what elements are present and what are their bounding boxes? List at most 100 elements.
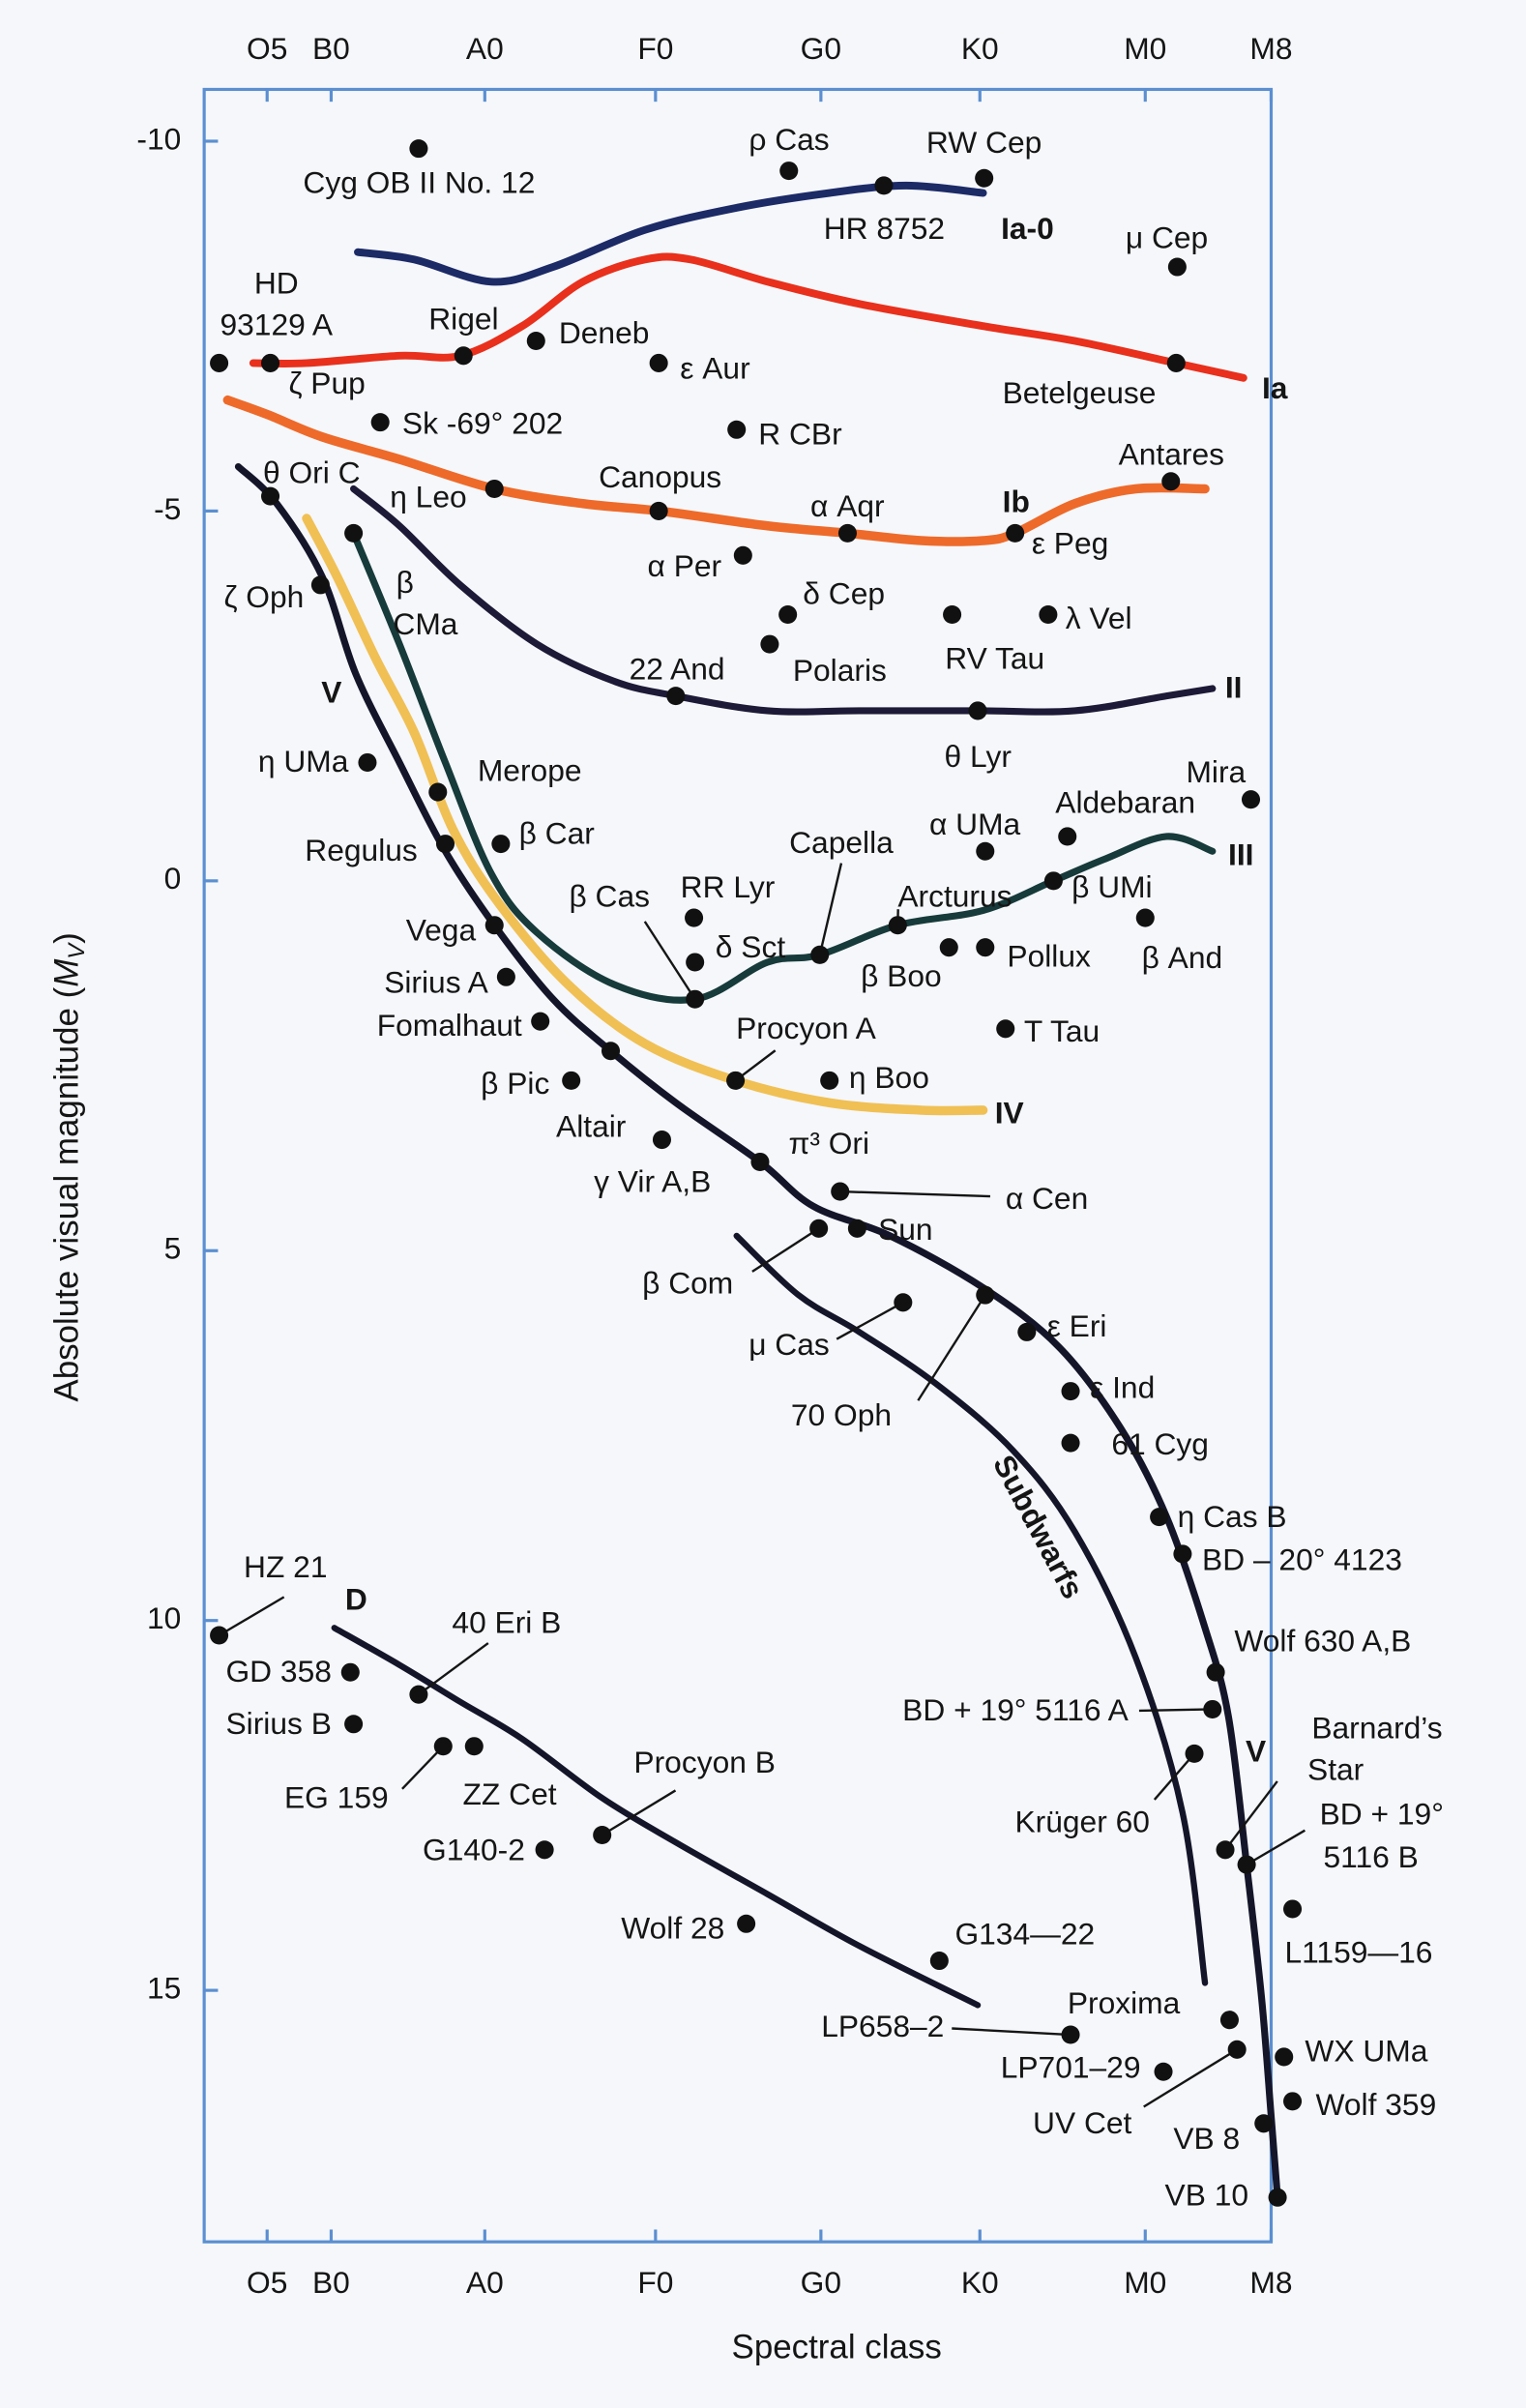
star: [976, 841, 995, 861]
curve-label: III: [1228, 837, 1253, 872]
leader-line: [836, 1301, 904, 1340]
star-label: Rigel: [428, 302, 498, 337]
star: [1254, 2114, 1274, 2133]
x-tick-label: G0: [801, 31, 841, 66]
star-label: α UMa: [929, 807, 1021, 841]
star-label: η Leo: [390, 480, 466, 514]
star: [652, 1131, 671, 1150]
star-label: π³ Ori: [788, 1126, 869, 1160]
star-label-line: HD: [254, 266, 299, 301]
star-label: ζ Pup: [288, 366, 365, 400]
leader-line: [643, 921, 696, 1000]
star-label: Wolf 630 A,B: [1234, 1623, 1411, 1658]
y-axis-label-text: Absolute visual magnitude (: [48, 986, 86, 1401]
star: [484, 916, 504, 935]
star-label: δ Cep: [803, 576, 885, 611]
star-label: Canopus: [599, 459, 721, 494]
star: [686, 953, 705, 972]
star-label: BD – 20° 4123: [1202, 1542, 1402, 1576]
star: [1161, 472, 1181, 491]
star: [968, 701, 987, 720]
star-label: RR Lyr: [681, 869, 776, 904]
star: [810, 945, 830, 964]
star: [409, 1685, 428, 1704]
leader-line: [839, 1189, 990, 1198]
x-tick-label: A0: [466, 31, 504, 66]
star: [649, 501, 668, 520]
leader-line: [1246, 1829, 1306, 1866]
y-tick-label: -5: [154, 491, 181, 526]
star: [686, 989, 705, 1009]
y-axis-label: Absolute visual magnitude (MV): [48, 932, 91, 1401]
y-tick-label: 10: [147, 1600, 181, 1635]
y-axis-label-symbol: M: [48, 958, 86, 987]
sequence-curve: [302, 514, 988, 1116]
star: [831, 1182, 850, 1201]
star-label: η UMa: [258, 744, 349, 778]
star-label: μ Cas: [748, 1327, 830, 1362]
y-tick-label: 5: [164, 1231, 182, 1266]
y-axis-label-subscript: V: [64, 942, 90, 959]
star-label: Procyon B: [633, 1745, 775, 1779]
star: [1061, 1382, 1080, 1401]
leader-line: [401, 1745, 445, 1790]
star: [261, 353, 280, 372]
star: [1150, 1508, 1169, 1527]
star-label: β Pic: [481, 1066, 549, 1101]
curve-label: Ib: [1003, 484, 1030, 518]
star-label: θ Lyr: [945, 739, 1012, 774]
star: [888, 916, 907, 935]
star-label: LP701–29: [1001, 2050, 1141, 2085]
star-label: Procyon A: [736, 1011, 877, 1045]
star: [310, 575, 330, 595]
star: [428, 782, 448, 802]
star: [526, 331, 545, 351]
star: [943, 604, 962, 625]
leader-line: [218, 1596, 285, 1637]
star: [1061, 1433, 1080, 1453]
star: [1283, 1899, 1303, 1919]
star: [464, 1737, 484, 1756]
star-label-line: Star: [1307, 1752, 1365, 1787]
star: [760, 634, 779, 654]
leader-line: [751, 1227, 820, 1273]
star: [1283, 2092, 1303, 2111]
star-label: VB 10: [1165, 2178, 1248, 2213]
star: [496, 967, 515, 986]
star-label-line: CMa: [393, 606, 457, 641]
y-tick-label: 0: [164, 861, 182, 896]
star-label: T Tau: [1024, 1013, 1100, 1048]
star: [847, 1219, 866, 1238]
star: [409, 139, 428, 159]
star-label: Regulus: [305, 833, 418, 867]
curve-label: Ia-0: [1001, 211, 1054, 246]
x-tick-label: A0: [466, 2265, 504, 2300]
star-label: Wolf 359: [1316, 2087, 1437, 2122]
leader-line: [602, 1789, 677, 1836]
star-label: Sirius B: [226, 1706, 332, 1741]
star-label: UV Cet: [1033, 2105, 1132, 2140]
x-tick-label: O5: [247, 2265, 287, 2300]
sequence-curve: [222, 395, 1210, 546]
star-label: ε Eri: [1047, 1308, 1107, 1343]
star-label: λ Vel: [1066, 601, 1132, 635]
leader-line: [1138, 1708, 1213, 1713]
star: [1135, 908, 1155, 927]
star-label: HD 93129 A: [220, 266, 333, 342]
x-tick-label: B0: [312, 31, 350, 66]
star-label: 40 Eri B: [452, 1604, 561, 1639]
star-label: 70 Oph: [791, 1397, 892, 1432]
y-tick-label: -10: [136, 121, 181, 156]
star: [1206, 1662, 1225, 1682]
star: [491, 835, 511, 854]
star-label: γ Vir A,B: [594, 1164, 711, 1199]
star: [779, 162, 799, 181]
star: [778, 604, 798, 625]
star: [1227, 2040, 1247, 2059]
star: [737, 1914, 756, 1933]
x-tick-label: K0: [961, 31, 999, 66]
star: [340, 1662, 360, 1682]
